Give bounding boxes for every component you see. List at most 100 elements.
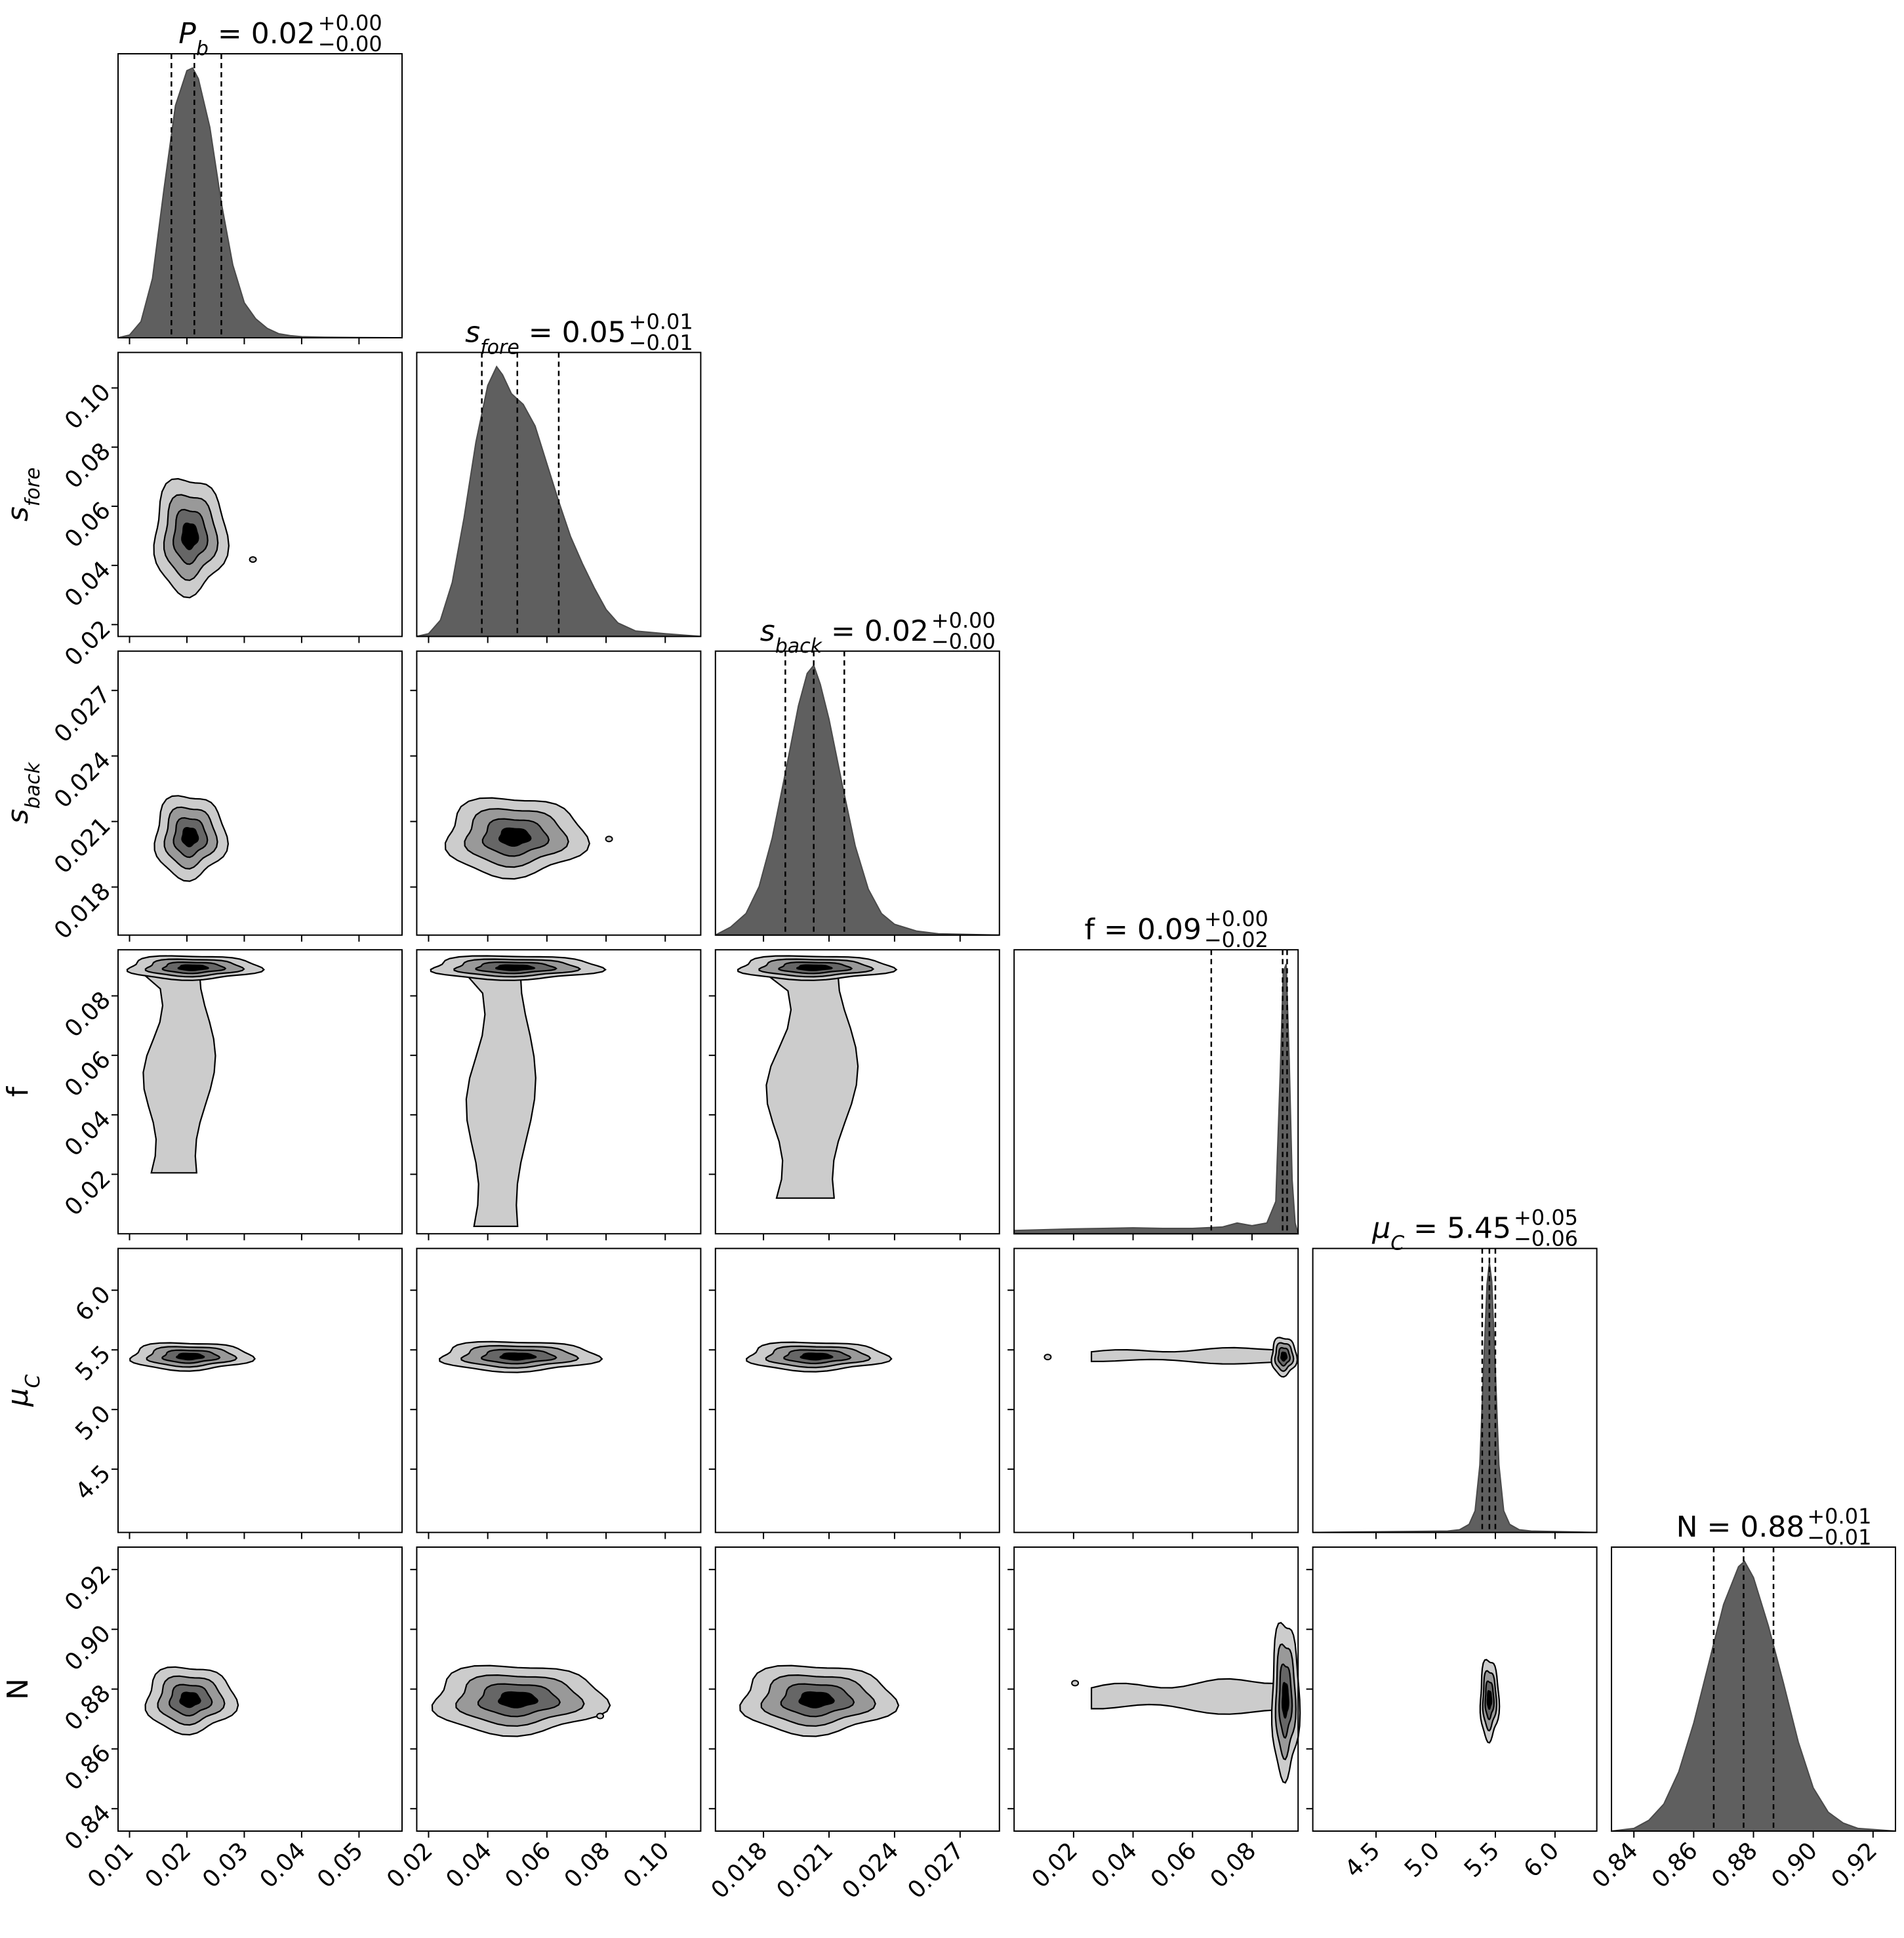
contour-outlier-0: [1043, 1354, 1052, 1361]
y-axis-label-muC-base: μ: [1, 1388, 35, 1407]
y-tick-label-muC-0: 4.5: [70, 1460, 115, 1505]
x-axis-label-sfore-base: s: [532, 1936, 547, 1938]
y-axis-label-sback: sback: [1, 761, 45, 824]
contour-panel-sback-vs-sfore: [410, 650, 702, 942]
contour-level-4: [800, 1352, 834, 1361]
contour-outlier-0: [249, 556, 257, 563]
contour-panel-N-vs-Pb: [111, 1546, 403, 1838]
panel-bg: [416, 1248, 701, 1533]
x-tick-label-Pb-2: 0.03: [197, 1837, 254, 1893]
title-Pb: Pb = 0.02: [178, 17, 315, 60]
x-axis-label-muC: μC: [1438, 1936, 1471, 1938]
histogram-Pb: [117, 67, 403, 338]
panel-frame: [416, 949, 702, 1235]
x-tick-label-sfore-1: 0.04: [441, 1837, 497, 1893]
title-plus-Pb: +0.00: [318, 10, 382, 35]
panel-bg: [715, 1248, 1000, 1533]
y-tick-label-muC-2: 5.5: [70, 1341, 115, 1386]
x-axis-label-f-base: f: [1151, 1936, 1162, 1938]
x-tick-label-sfore-2: 0.06: [500, 1837, 557, 1893]
title-plus-sback: +0.00: [931, 608, 996, 633]
y-axis-label-sfore-sub: fore: [22, 468, 45, 507]
contour-panel-f-vs-Pb: [111, 949, 403, 1241]
x-axis-label-N-base: N: [1743, 1936, 1764, 1938]
diag-panel-muC: μC = 5.45 +0.05−0.06: [1312, 1205, 1598, 1539]
title-label-f: f: [1085, 913, 1096, 946]
panel-bg: [1312, 1547, 1597, 1831]
title-minus-Pb: −0.00: [318, 31, 382, 56]
x-tick-label-muC-0: 4.5: [1340, 1837, 1385, 1882]
title-plus-muC: +0.05: [1514, 1205, 1578, 1230]
y-tick-label-sback-1: 0.021: [49, 812, 116, 879]
y-axis-label-sfore: sfore: [1, 468, 45, 521]
x-tick-label-sback-1: 0.021: [771, 1837, 838, 1904]
contour-panel-f-vs-sfore: [410, 949, 702, 1241]
contour-level-4: [179, 1691, 201, 1708]
y-tick-label-sback-3: 0.027: [49, 681, 116, 748]
title-value-muC: = 5.45: [1404, 1212, 1511, 1245]
title-minus-sfore: −0.01: [629, 330, 693, 355]
y-tick-label-muC-3: 6.0: [70, 1281, 115, 1326]
title-label-sub-sback: back: [775, 634, 823, 657]
panel-frame-f: [1013, 949, 1299, 1235]
y-tick-label-sfore-1: 0.04: [60, 556, 116, 613]
panel-bg: [416, 651, 701, 935]
panel-frame-sfore: [416, 352, 702, 637]
x-tick-label-sback-3: 0.027: [902, 1837, 969, 1904]
x-tick-label-sfore-4: 0.10: [618, 1837, 675, 1893]
contour-outlier-0: [1071, 1680, 1080, 1687]
y-axis-label-sfore-base: s: [1, 506, 35, 521]
y-axis-label-f-base: f: [1, 1085, 35, 1097]
y-tick-label-f-0: 0.02: [60, 1165, 116, 1221]
y-axis-label-sback-base: s: [1, 809, 35, 824]
y-tick-label-N-0: 0.84: [60, 1800, 116, 1856]
contour-level-4: [176, 1352, 205, 1361]
x-tick-label-N-4: 0.92: [1827, 1837, 1883, 1893]
contour-panel-sback-vs-Pb: [111, 650, 403, 942]
panel-bg: [118, 1248, 402, 1533]
y-tick-label-sfore-0: 0.02: [60, 615, 116, 672]
y-axis-label-muC-sub: C: [22, 1375, 45, 1388]
y-tick-label-sfore-3: 0.08: [60, 438, 116, 495]
panel-frame: [1013, 1247, 1299, 1533]
panel-bg: [118, 651, 402, 935]
x-axis-label-sback: sback: [826, 1936, 889, 1938]
contour-level-4: [498, 1691, 539, 1708]
diag-panel-N: N = 0.88 +0.01−0.01: [1611, 1504, 1896, 1838]
title-value-sfore: = 0.05: [519, 315, 626, 349]
title-label-sub-muC: C: [1390, 1232, 1404, 1255]
contour-level-4: [499, 1352, 537, 1361]
title-minus-N: −0.01: [1807, 1525, 1871, 1550]
x-tick-label-muC-3: 6.0: [1519, 1837, 1564, 1882]
title-minus-sback: −0.00: [931, 629, 996, 654]
title-label-Pb: P: [178, 17, 196, 50]
histogram-N: [1611, 1560, 1896, 1832]
x-tick-label-N-2: 0.88: [1707, 1837, 1763, 1893]
contour-panel-muC-vs-Pb: [111, 1247, 403, 1539]
y-tick-label-muC-1: 5.0: [70, 1400, 115, 1445]
title-f: f = 0.09: [1085, 913, 1202, 946]
x-tick-label-Pb-1: 0.02: [140, 1837, 197, 1893]
x-tick-label-Pb-3: 0.04: [255, 1837, 312, 1893]
diag-panel-sfore: sfore = 0.05 +0.01−0.01: [416, 309, 702, 643]
contour-panel-N-vs-sfore: [410, 1546, 702, 1838]
contour-panel-N-vs-muC: [1306, 1546, 1598, 1838]
x-tick-label-sfore-3: 0.08: [559, 1837, 616, 1893]
x-axis-label-Pb: Pb: [245, 1936, 275, 1938]
x-tick-label-N-3: 0.90: [1766, 1837, 1823, 1893]
x-tick-label-f-3: 0.08: [1205, 1837, 1262, 1893]
contour-tail: [462, 971, 537, 1227]
panel-frame: [714, 949, 1000, 1235]
contour-outlier-0: [596, 1712, 605, 1720]
contour-level-4: [796, 964, 834, 971]
contour-outlier-0: [605, 836, 613, 843]
panel-frame: [117, 352, 403, 637]
contour-level-4: [181, 826, 199, 847]
title-muC: μC = 5.45: [1371, 1212, 1511, 1255]
title-label-sub-Pb: b: [196, 37, 209, 60]
title-plus-N: +0.01: [1807, 1504, 1871, 1529]
panel-frame: [117, 650, 403, 936]
title-minus-muC: −0.06: [1514, 1226, 1578, 1251]
title-plus-sfore: +0.01: [629, 309, 693, 334]
x-tick-label-sback-2: 0.024: [837, 1837, 904, 1904]
